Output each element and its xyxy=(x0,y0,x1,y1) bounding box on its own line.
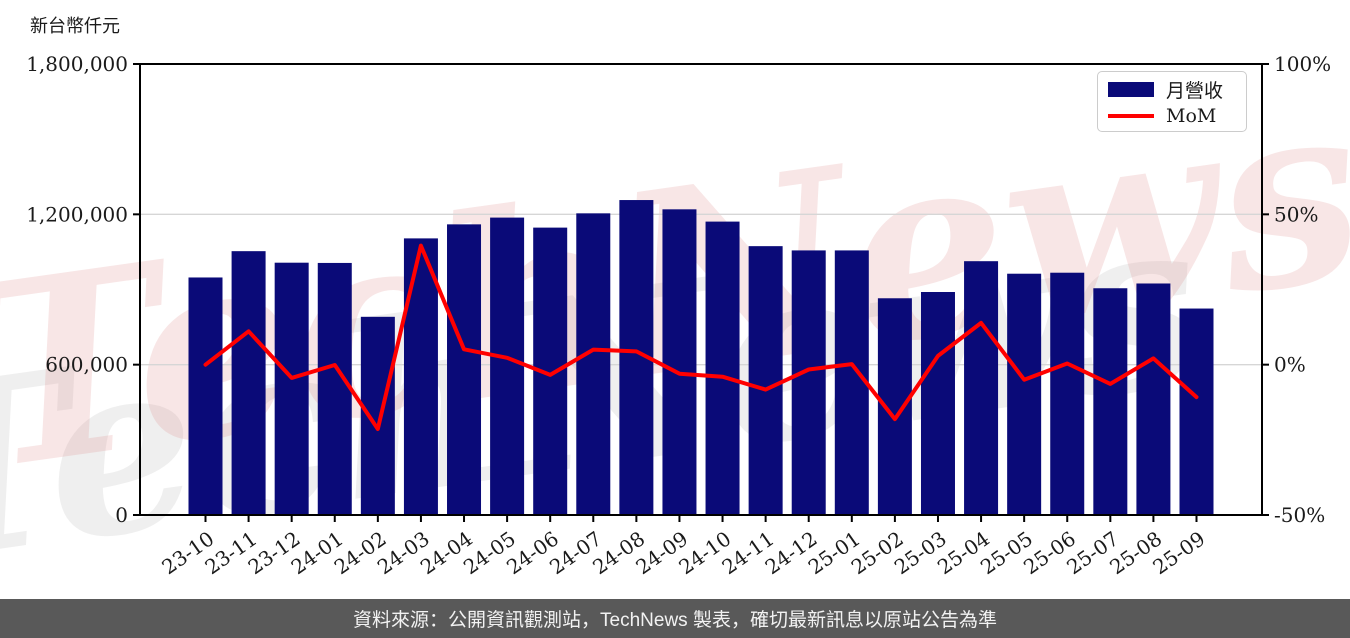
y-axis-unit-label: 新台幣仟元 xyxy=(30,16,120,37)
source-footer: 資料來源：公開資訊觀測站，TechNews 製表，確切最新訊息以原站公告為準 xyxy=(0,599,1350,638)
y-right-tick-label: 50% xyxy=(1274,202,1318,226)
revenue-bar xyxy=(1007,273,1042,515)
y-right-tick-label: 100% xyxy=(1274,52,1331,76)
mom-swatch xyxy=(1108,114,1154,118)
revenue-bar xyxy=(834,250,869,515)
revenue-swatch xyxy=(1108,82,1154,97)
revenue-bar xyxy=(662,209,697,516)
mom-line xyxy=(203,243,1199,431)
mom-line-layer xyxy=(203,243,1199,431)
y-left-tick-label: 1,200,000 xyxy=(26,202,128,226)
plot-border xyxy=(139,63,1263,516)
legend-item-mom: MoM xyxy=(1108,105,1236,127)
y-left-tick-label: 0 xyxy=(115,503,128,527)
revenue-bar xyxy=(1050,272,1085,515)
axes xyxy=(133,63,1269,522)
y-left-tick-label: 1,800,000 xyxy=(26,52,128,76)
revenue-bar xyxy=(576,213,611,515)
y-right-tick-label: 0% xyxy=(1274,353,1306,377)
revenue-bar xyxy=(920,292,955,515)
revenue-bar xyxy=(490,217,525,515)
revenue-bar xyxy=(403,238,438,516)
revenue-bar xyxy=(447,224,482,515)
revenue-bar xyxy=(1179,308,1214,515)
revenue-bars xyxy=(188,200,1214,516)
revenue-bar xyxy=(791,250,826,515)
revenue-bar xyxy=(188,277,223,515)
revenue-bar xyxy=(274,262,309,515)
revenue-bar xyxy=(964,261,999,515)
revenue-bar xyxy=(705,221,740,516)
legend: 月營收 MoM xyxy=(1097,71,1247,132)
legend-item-revenue: 月營收 xyxy=(1108,76,1236,103)
revenue-bar xyxy=(360,316,395,515)
revenue-bar xyxy=(1093,288,1128,515)
mom-legend-label: MoM xyxy=(1166,105,1217,127)
y-left-tick-label: 600,000 xyxy=(45,353,128,377)
revenue-bar xyxy=(231,251,266,516)
y-right-tick-label: -50% xyxy=(1274,503,1325,527)
revenue-bar xyxy=(748,246,783,516)
source-footer-text: 資料來源：公開資訊觀測站，TechNews 製表，確切最新訊息以原站公告為準 xyxy=(353,610,997,631)
revenue-legend-label: 月營收 xyxy=(1166,80,1224,102)
revenue-bar xyxy=(317,262,352,515)
revenue-bar xyxy=(1136,283,1171,515)
